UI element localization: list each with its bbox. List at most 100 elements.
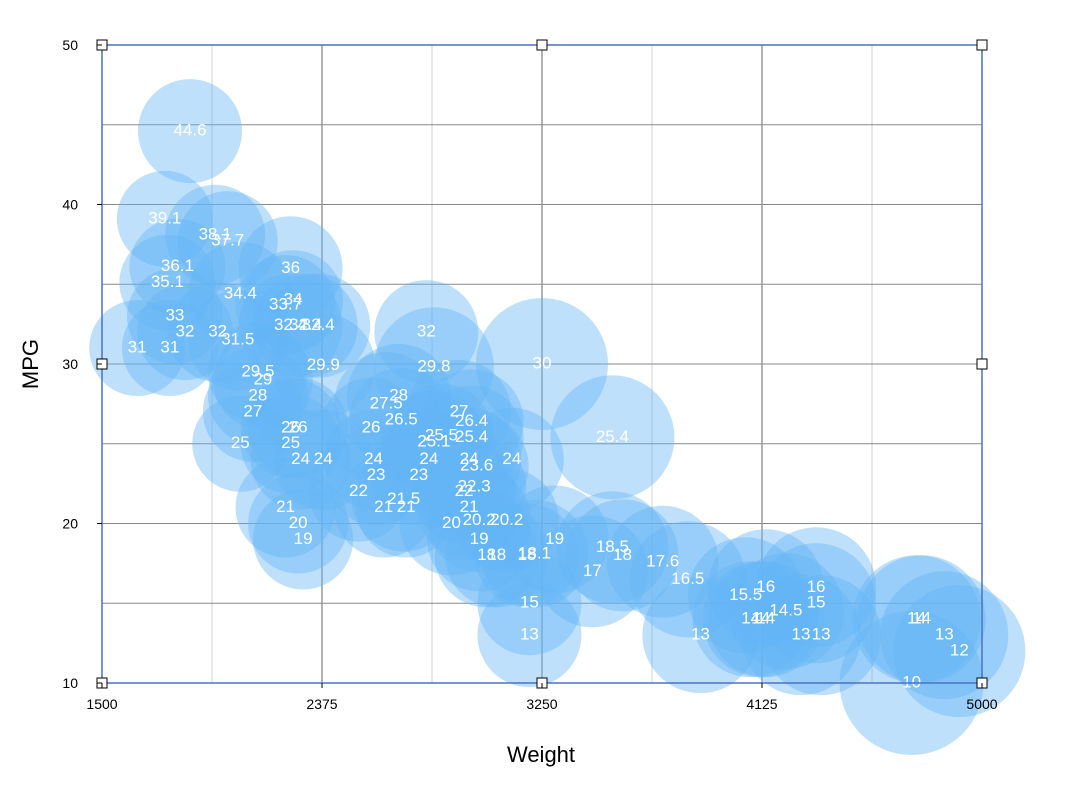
data-bubble <box>880 571 1009 700</box>
bubble-value-label: 22 <box>455 481 474 500</box>
data-bubble <box>248 377 349 478</box>
bubble-value-label: 29 <box>253 369 272 388</box>
data-bubble <box>248 473 349 574</box>
bubble-value-label: 23 <box>367 465 386 484</box>
data-bubble <box>702 561 819 678</box>
x-tick-label: 1500 <box>86 696 117 712</box>
bubble-value-label: 17.6 <box>646 551 679 570</box>
data-bubble <box>606 505 719 618</box>
data-bubble <box>250 409 351 510</box>
resize-handle[interactable] <box>976 358 988 370</box>
data-bubble <box>253 489 354 590</box>
bubble-value-label: 14.5 <box>769 601 802 620</box>
data-bubble <box>273 409 374 510</box>
data-bubble <box>417 455 522 560</box>
bubble-value-label: 18.5 <box>596 537 629 556</box>
data-bubble <box>474 503 579 608</box>
bubble-value-label: 33.7 <box>269 294 302 313</box>
data-bubble <box>427 468 532 573</box>
data-bubble <box>740 575 861 696</box>
data-bubble <box>707 529 824 646</box>
data-bubble <box>434 503 539 608</box>
data-bubble <box>202 361 303 462</box>
data-bubble <box>629 521 746 638</box>
bubble-value-label: 23.6 <box>460 456 493 475</box>
bubble-value-label: 28 <box>248 385 267 404</box>
bubble-value-label: 25.4 <box>596 427 629 446</box>
bubble-value-label: 24 <box>291 449 310 468</box>
data-bubble <box>235 457 336 558</box>
data-bubble <box>119 234 216 331</box>
bubble-value-label: 25 <box>281 433 300 452</box>
x-tick-label: 2375 <box>306 696 337 712</box>
data-bubble <box>212 329 313 430</box>
data-bubble <box>642 577 759 694</box>
data-bubble <box>427 487 532 592</box>
data-bubble <box>756 543 877 664</box>
bubble-value-label: 29.8 <box>417 357 450 376</box>
bubble-value-label: 21 <box>374 497 393 516</box>
data-bubble <box>207 321 308 422</box>
data-bubble <box>893 585 1026 718</box>
data-bubble <box>381 390 486 495</box>
bubble-value-label: 19 <box>545 529 564 548</box>
data-bubble <box>323 409 424 510</box>
data-bubble <box>187 290 288 391</box>
bubble-value-label: 15 <box>807 593 826 612</box>
data-bubble <box>417 407 522 512</box>
bubble-value-label: 13 <box>520 625 539 644</box>
y-axis-title: MPG <box>18 339 43 389</box>
data-bubble <box>756 527 877 648</box>
bubble-value-label: 26 <box>362 417 381 436</box>
data-bubble <box>407 359 512 464</box>
bubble-value-label: 25 <box>231 433 250 452</box>
bubble-value-label: 21.5 <box>387 489 420 508</box>
data-bubble <box>238 273 343 378</box>
data-bubble <box>761 575 882 696</box>
data-bubble <box>419 369 524 474</box>
data-bubble <box>240 393 341 494</box>
tick-label-layer: 1500 2375 3250 4125 5000 10 20 30 40 50 <box>62 37 997 712</box>
data-bubble <box>500 485 609 594</box>
data-bubble <box>857 555 986 684</box>
bubble-value-label: 31 <box>128 338 147 357</box>
bubble-value-label: 18 <box>477 545 496 564</box>
bubble-value-label: 14 <box>756 609 775 628</box>
data-bubble <box>373 307 494 428</box>
bubble-value-label: 20 <box>289 513 308 532</box>
bubble-value-label: 13 <box>812 625 831 644</box>
bubble-value-label: 32.4 <box>274 315 307 334</box>
bubble-value-label: 16.5 <box>671 569 704 588</box>
x-tick-label: 3250 <box>526 696 557 712</box>
y-tick-label: 30 <box>62 356 78 372</box>
bubble-value-label: 12 <box>950 641 969 660</box>
bubble-value-label: 33 <box>165 306 184 325</box>
y-tick-label: 50 <box>62 37 78 53</box>
bubble-value-label: 21 <box>276 497 295 516</box>
bubble-value-label: 24 <box>314 449 333 468</box>
bubble-value-label: 25.1 <box>417 432 450 451</box>
bubble-value-label: 22 <box>349 481 368 500</box>
bubble-value-label: 29.9 <box>307 355 340 374</box>
data-bubble <box>477 551 582 656</box>
data-bubble <box>480 499 589 608</box>
bubble-value-label: 32 <box>176 322 195 341</box>
bubble-value-label: 26.4 <box>455 411 488 430</box>
y-tick-label: 40 <box>62 197 78 213</box>
bubble-value-label: 18 <box>517 545 536 564</box>
bubble-value-label: 35.1 <box>151 272 184 291</box>
bubble-value-label: 26.5 <box>385 409 418 428</box>
bubble-value-label: 27.5 <box>370 393 403 412</box>
data-bubble <box>238 216 343 321</box>
data-bubble <box>476 298 608 430</box>
bubble-value-label: 14 <box>912 609 931 628</box>
data-bubble <box>235 254 336 355</box>
resize-handle[interactable] <box>536 39 548 51</box>
bubble-value-label: 31.5 <box>221 330 254 349</box>
data-bubble <box>321 377 422 478</box>
data-bubble <box>243 250 344 351</box>
bubble-value-label: 29.5 <box>241 361 274 380</box>
resize-handle[interactable] <box>976 39 988 51</box>
